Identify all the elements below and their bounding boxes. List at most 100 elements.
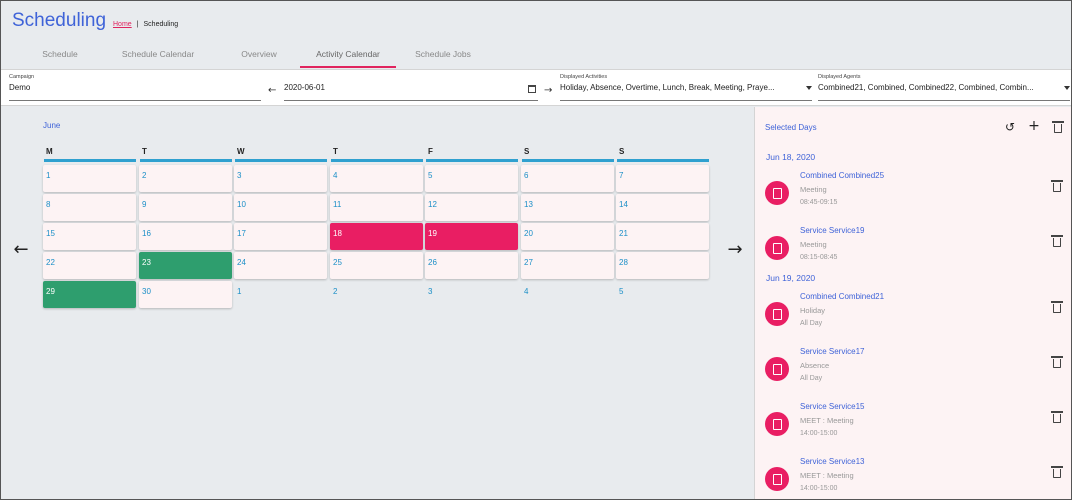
chevron-down-icon xyxy=(1064,86,1070,90)
breadcrumb-home-link[interactable]: Home xyxy=(113,21,132,28)
tab-schedule-jobs[interactable]: Schedule Jobs xyxy=(415,49,471,59)
prev-date-arrow-icon[interactable]: ← xyxy=(268,85,277,96)
tab-overview[interactable]: Overview xyxy=(241,49,277,59)
filter-bar: Campaign Demo ← 2020-06-01 → Displayed A… xyxy=(0,69,1072,106)
calendar-day-cell[interactable]: 28 xyxy=(616,252,709,279)
agents-value: Combined21, Combined, Combined22, Combin… xyxy=(818,83,1034,92)
agent-name: Service Service13 xyxy=(800,457,865,466)
list-item[interactable]: Combined Combined25 Meeting 08:45-09:15 xyxy=(755,171,1072,221)
agent-name: Service Service19 xyxy=(800,226,865,235)
breadcrumb: Home | Scheduling xyxy=(113,21,178,28)
activity-avatar-icon xyxy=(765,357,789,381)
delete-all-icon[interactable] xyxy=(1052,121,1064,133)
agent-name: Combined Combined25 xyxy=(800,171,885,180)
calendar-day-cell[interactable]: 12 xyxy=(425,194,518,221)
calendar-day-cell[interactable]: 7 xyxy=(616,165,709,192)
list-item[interactable]: Service Service17 Absence All Day xyxy=(755,347,1072,397)
weekday-header: M xyxy=(44,147,136,162)
calendar-day-cell[interactable]: 1 xyxy=(237,287,242,296)
page-title: Scheduling xyxy=(12,10,107,31)
calendar-day-cell[interactable]: 20 xyxy=(521,223,614,250)
activity-time: All Day xyxy=(800,375,823,382)
calendar-day-cell[interactable]: 14 xyxy=(616,194,709,221)
activities-label: Displayed Activities xyxy=(560,74,608,80)
calendar-day-cell[interactable]: 1 xyxy=(43,165,136,192)
chevron-down-icon xyxy=(806,86,812,90)
displayed-activities-select[interactable]: Displayed Activities Holiday, Absence, O… xyxy=(560,74,812,101)
undo-icon[interactable]: ↺ xyxy=(1004,120,1016,134)
tab-activity-calendar[interactable]: Activity Calendar xyxy=(300,40,396,68)
activity-time: 14:00-15:00 xyxy=(800,430,838,437)
trash-icon[interactable] xyxy=(1051,235,1063,247)
weekday-header: F xyxy=(426,147,518,162)
weekday-header: S xyxy=(522,147,614,162)
trash-icon[interactable] xyxy=(1051,180,1063,192)
calendar-day-cell[interactable]: 24 xyxy=(234,252,327,279)
calendar-day-cell[interactable]: 22 xyxy=(43,252,136,279)
add-icon[interactable]: + xyxy=(1028,118,1040,134)
calendar-day-cell[interactable]: 27 xyxy=(521,252,614,279)
month-label: June xyxy=(43,121,61,130)
campaign-field[interactable]: Campaign Demo xyxy=(9,74,261,101)
activity-name: Absence xyxy=(800,361,830,370)
activity-avatar-icon xyxy=(765,412,789,436)
activity-name: Meeting xyxy=(800,240,827,249)
agent-name: Service Service17 xyxy=(800,347,865,356)
calendar-icon[interactable] xyxy=(528,85,536,93)
tab-schedule[interactable]: Schedule xyxy=(42,49,78,59)
activity-name: MEET : Meeting xyxy=(800,416,854,425)
trash-icon[interactable] xyxy=(1051,466,1063,478)
calendar-day-cell[interactable]: 23 xyxy=(139,252,232,279)
activity-time: All Day xyxy=(800,320,823,327)
list-item[interactable]: Service Service19 Meeting 08:15-08:45 xyxy=(755,226,1072,276)
trash-icon[interactable] xyxy=(1051,356,1063,368)
trash-icon[interactable] xyxy=(1051,301,1063,313)
calendar-day-cell[interactable]: 15 xyxy=(43,223,136,250)
activity-avatar-icon xyxy=(765,181,789,205)
agent-name: Service Service15 xyxy=(800,402,865,411)
list-item[interactable]: Service Service13 MEET : Meeting 14:00-15:… xyxy=(755,457,1072,500)
calendar-day-cell[interactable]: 2 xyxy=(139,165,232,192)
list-item[interactable]: Combined Combined21 Holiday All Day xyxy=(755,292,1072,342)
calendar-day-cell[interactable]: 5 xyxy=(425,165,518,192)
calendar-day-cell[interactable]: 26 xyxy=(425,252,518,279)
calendar-day-cell[interactable]: 8 xyxy=(43,194,136,221)
calendar-day-cell[interactable]: 25 xyxy=(330,252,423,279)
weekday-header: W xyxy=(235,147,327,162)
prev-month-arrow-icon[interactable]: ← xyxy=(13,239,29,260)
date-value: 2020-06-01 xyxy=(284,83,325,92)
calendar-day-cell[interactable]: 4 xyxy=(524,287,529,296)
calendar-day-cell[interactable]: 16 xyxy=(139,223,232,250)
calendar-day-cell[interactable]: 2 xyxy=(333,287,338,296)
calendar-day-cell[interactable]: 30 xyxy=(139,281,232,308)
calendar-day-cell[interactable]: 29 xyxy=(43,281,136,308)
tab-schedule-calendar[interactable]: Schedule Calendar xyxy=(121,49,195,59)
calendar-day-cell[interactable]: 13 xyxy=(521,194,614,221)
tab-bar: Schedule Schedule Calendar Overview Acti… xyxy=(22,40,490,68)
breadcrumb-separator: | xyxy=(136,21,139,28)
next-date-arrow-icon[interactable]: → xyxy=(544,85,553,96)
weekday-header: T xyxy=(140,147,232,162)
agent-name: Combined Combined21 xyxy=(800,292,885,301)
calendar-day-cell[interactable]: 4 xyxy=(330,165,423,192)
calendar-day-cell[interactable]: 3 xyxy=(234,165,327,192)
calendar-day-cell[interactable]: 11 xyxy=(330,194,423,221)
date-field[interactable]: 2020-06-01 xyxy=(284,74,538,101)
trash-icon[interactable] xyxy=(1051,411,1063,423)
calendar-day-cell[interactable]: 19 xyxy=(425,223,518,250)
calendar-day-cell[interactable]: 17 xyxy=(234,223,327,250)
calendar-day-cell[interactable]: 6 xyxy=(521,165,614,192)
list-item[interactable]: Service Service15 MEET : Meeting 14:00-15:… xyxy=(755,402,1072,452)
calendar-day-cell[interactable]: 5 xyxy=(619,287,624,296)
activity-avatar-icon xyxy=(765,467,789,491)
calendar-day-cell[interactable]: 3 xyxy=(428,287,433,296)
calendar-day-cell[interactable]: 18 xyxy=(330,223,423,250)
calendar-day-cell[interactable]: 9 xyxy=(139,194,232,221)
agents-label: Displayed Agents xyxy=(818,74,861,80)
displayed-agents-select[interactable]: Displayed Agents Combined21, Combined, C… xyxy=(818,74,1070,101)
weekday-header: S xyxy=(617,147,709,162)
activity-name: Meeting xyxy=(800,185,827,194)
calendar-day-cell[interactable]: 21 xyxy=(616,223,709,250)
next-month-arrow-icon[interactable]: → xyxy=(727,239,743,260)
calendar-day-cell[interactable]: 10 xyxy=(234,194,327,221)
